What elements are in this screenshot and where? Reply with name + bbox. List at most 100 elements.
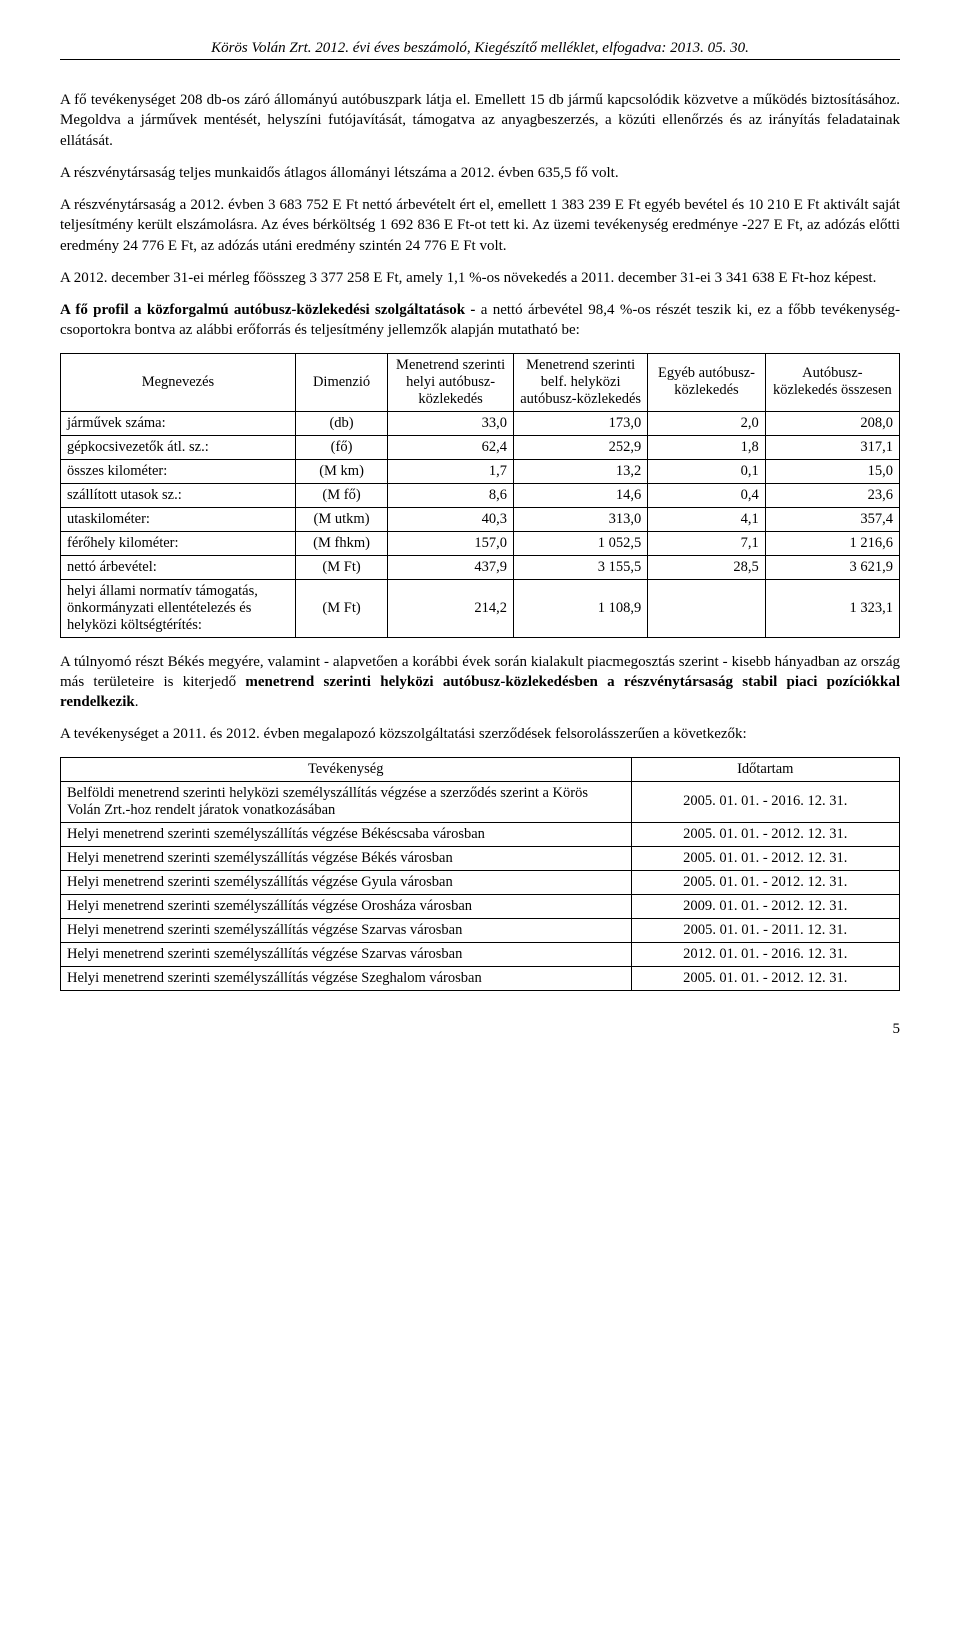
paragraph-6-c: . — [135, 694, 139, 710]
paragraph-5-bold: A fő profil a közforgalmú autóbusz-közle… — [60, 302, 475, 318]
cell-value: 23,6 — [765, 483, 899, 507]
cell-value: 214,2 — [388, 579, 514, 637]
cell-value: 173,0 — [514, 411, 648, 435]
cell-label: nettó árbevétel: — [61, 555, 296, 579]
cell-value: 33,0 — [388, 411, 514, 435]
cell-value: 3 155,5 — [514, 555, 648, 579]
cell-label: gépkocsivezetők átl. sz.: — [61, 435, 296, 459]
cell-dimension: (M fhkm) — [295, 531, 387, 555]
cell-activity: Belföldi menetrend szerinti helyközi sze… — [61, 781, 632, 822]
cell-period: 2005. 01. 01. - 2012. 12. 31. — [631, 870, 899, 894]
cell-activity: Helyi menetrend szerinti személyszállítá… — [61, 942, 632, 966]
cell-dimension: (M Ft) — [295, 555, 387, 579]
cell-label: utaskilométer: — [61, 507, 296, 531]
col-helyi: Menetrend szerinti helyi autóbusz-közlek… — [388, 353, 514, 411]
cell-activity: Helyi menetrend szerinti személyszállítá… — [61, 822, 632, 846]
table-row: helyi állami normatív támogatás, önkormá… — [61, 579, 900, 637]
cell-label: járművek száma: — [61, 411, 296, 435]
paragraph-2: A részvénytársaság teljes munkaidős átla… — [60, 163, 900, 183]
cell-activity: Helyi menetrend szerinti személyszállítá… — [61, 918, 632, 942]
cell-value: 1 216,6 — [765, 531, 899, 555]
cell-value: 3 621,9 — [765, 555, 899, 579]
cell-period: 2005. 01. 01. - 2016. 12. 31. — [631, 781, 899, 822]
cell-value: 1 108,9 — [514, 579, 648, 637]
cell-label: helyi állami normatív támogatás, önkormá… — [61, 579, 296, 637]
cell-value: 157,0 — [388, 531, 514, 555]
page-header: Körös Volán Zrt. 2012. évi éves beszámol… — [60, 40, 900, 60]
col-megnevezes: Megnevezés — [61, 353, 296, 411]
cell-value: 1 052,5 — [514, 531, 648, 555]
cell-value: 40,3 — [388, 507, 514, 531]
col-dimenzio: Dimenzió — [295, 353, 387, 411]
cell-value: 0,4 — [648, 483, 765, 507]
table-header-row: Megnevezés Dimenzió Menetrend szerinti h… — [61, 353, 900, 411]
cell-value: 0,1 — [648, 459, 765, 483]
cell-period: 2012. 01. 01. - 2016. 12. 31. — [631, 942, 899, 966]
table-row: Helyi menetrend szerinti személyszállítá… — [61, 918, 900, 942]
cell-value: 13,2 — [514, 459, 648, 483]
cell-dimension: (db) — [295, 411, 387, 435]
cell-period: 2005. 01. 01. - 2012. 12. 31. — [631, 822, 899, 846]
table-row: összes kilométer:(M km)1,713,20,115,0 — [61, 459, 900, 483]
cell-period: 2005. 01. 01. - 2011. 12. 31. — [631, 918, 899, 942]
table-row: Helyi menetrend szerinti személyszállítá… — [61, 822, 900, 846]
cell-period: 2005. 01. 01. - 2012. 12. 31. — [631, 846, 899, 870]
metrics-table: Megnevezés Dimenzió Menetrend szerinti h… — [60, 353, 900, 638]
cell-value: 28,5 — [648, 555, 765, 579]
cell-value: 8,6 — [388, 483, 514, 507]
table-row: Helyi menetrend szerinti személyszállítá… — [61, 894, 900, 918]
table-header-row: Tevékenység Időtartam — [61, 757, 900, 781]
cell-value — [648, 579, 765, 637]
cell-dimension: (M Ft) — [295, 579, 387, 637]
cell-value: 62,4 — [388, 435, 514, 459]
table-row: gépkocsivezetők átl. sz.:(fő)62,4252,91,… — [61, 435, 900, 459]
cell-period: 2009. 01. 01. - 2012. 12. 31. — [631, 894, 899, 918]
col-egyeb: Egyéb autóbusz-közlekedés — [648, 353, 765, 411]
paragraph-3: A részvénytársaság a 2012. évben 3 683 7… — [60, 195, 900, 256]
cell-dimension: (M km) — [295, 459, 387, 483]
cell-period: 2005. 01. 01. - 2012. 12. 31. — [631, 966, 899, 990]
cell-value: 252,9 — [514, 435, 648, 459]
cell-value: 1,7 — [388, 459, 514, 483]
cell-activity: Helyi menetrend szerinti személyszállítá… — [61, 966, 632, 990]
cell-value: 313,0 — [514, 507, 648, 531]
cell-label: összes kilométer: — [61, 459, 296, 483]
table-row: Helyi menetrend szerinti személyszállítá… — [61, 846, 900, 870]
table-row: szállított utasok sz.:(M fő)8,614,60,423… — [61, 483, 900, 507]
table-row: nettó árbevétel:(M Ft)437,93 155,528,53 … — [61, 555, 900, 579]
table-row: járművek száma:(db)33,0173,02,0208,0 — [61, 411, 900, 435]
cell-value: 7,1 — [648, 531, 765, 555]
table-row: férőhely kilométer:(M fhkm)157,01 052,57… — [61, 531, 900, 555]
paragraph-5: A fő profil a közforgalmú autóbusz-közle… — [60, 300, 900, 341]
paragraph-1: A fő tevékenységet 208 db-os záró állomá… — [60, 90, 900, 151]
col-helykozi: Menetrend szerinti belf. helyközi autóbu… — [514, 353, 648, 411]
cell-activity: Helyi menetrend szerinti személyszállítá… — [61, 894, 632, 918]
table-row: Helyi menetrend szerinti személyszállítá… — [61, 966, 900, 990]
cell-value: 208,0 — [765, 411, 899, 435]
cell-label: férőhely kilométer: — [61, 531, 296, 555]
cell-activity: Helyi menetrend szerinti személyszállítá… — [61, 846, 632, 870]
cell-dimension: (M fő) — [295, 483, 387, 507]
cell-value: 1,8 — [648, 435, 765, 459]
cell-value: 357,4 — [765, 507, 899, 531]
table-row: Helyi menetrend szerinti személyszállítá… — [61, 870, 900, 894]
paragraph-6: A túlnyomó részt Békés megyére, valamint… — [60, 652, 900, 713]
page-number: 5 — [60, 1021, 900, 1038]
cell-label: szállított utasok sz.: — [61, 483, 296, 507]
paragraph-7: A tevékenységet a 2011. és 2012. évben m… — [60, 724, 900, 744]
cell-value: 4,1 — [648, 507, 765, 531]
cell-activity: Helyi menetrend szerinti személyszállítá… — [61, 870, 632, 894]
cell-value: 15,0 — [765, 459, 899, 483]
cell-value: 14,6 — [514, 483, 648, 507]
cell-value: 317,1 — [765, 435, 899, 459]
cell-dimension: (M utkm) — [295, 507, 387, 531]
cell-dimension: (fő) — [295, 435, 387, 459]
table-row: Helyi menetrend szerinti személyszállítá… — [61, 942, 900, 966]
col-idotartam: Időtartam — [631, 757, 899, 781]
col-osszesen: Autóbusz-közlekedés összesen — [765, 353, 899, 411]
cell-value: 2,0 — [648, 411, 765, 435]
cell-value: 437,9 — [388, 555, 514, 579]
paragraph-4: A 2012. december 31-ei mérleg főösszeg 3… — [60, 268, 900, 288]
table-row: Belföldi menetrend szerinti helyközi sze… — [61, 781, 900, 822]
table-row: utaskilométer:(M utkm)40,3313,04,1357,4 — [61, 507, 900, 531]
